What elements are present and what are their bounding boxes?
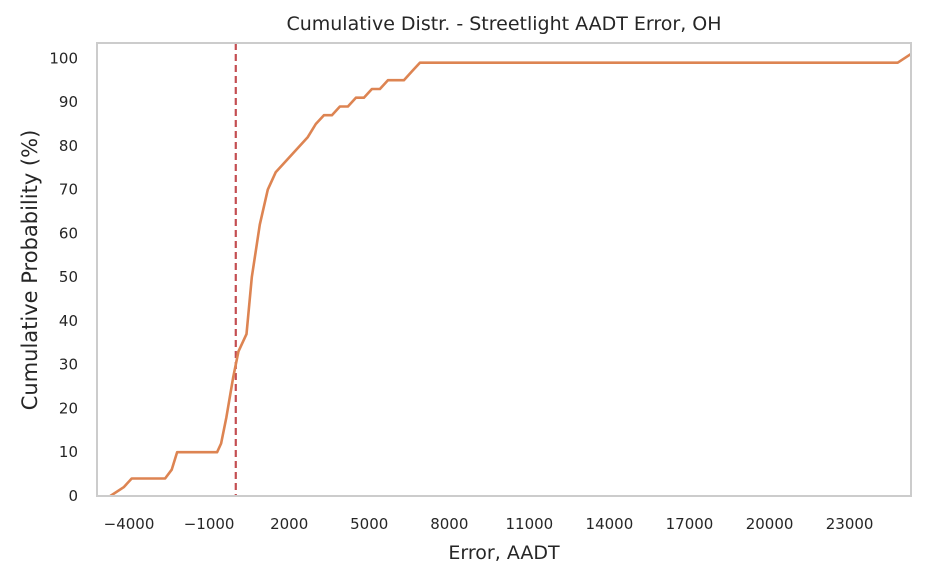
x-tick-label: 5000 — [350, 515, 388, 533]
y-tick-label: 80 — [59, 137, 78, 155]
y-tick-label: 100 — [49, 49, 78, 67]
y-tick-label: 70 — [59, 181, 78, 199]
x-axis-label: Error, AADT — [448, 542, 560, 564]
cdf-series-line — [109, 52, 912, 498]
x-tick-label: 2000 — [270, 515, 308, 533]
chart-title: Cumulative Distr. - Streetlight AADT Err… — [286, 13, 721, 35]
x-tick-label: −1000 — [184, 515, 235, 533]
x-tick-label: 17000 — [666, 515, 714, 533]
y-tick-label: 10 — [59, 443, 78, 461]
x-tick-label: 20000 — [746, 515, 794, 533]
y-axis-label: Cumulative Probability (%) — [18, 130, 42, 411]
y-tick-label: 50 — [59, 268, 78, 286]
y-tick-label: 0 — [68, 487, 78, 505]
y-tick-label: 20 — [59, 399, 78, 417]
x-tick-label: 11000 — [505, 515, 553, 533]
x-tick-label: 8000 — [430, 515, 468, 533]
y-axis-ticks: 0 10 20 30 40 50 60 70 80 90 100 — [49, 49, 78, 505]
y-tick-label: 90 — [59, 93, 78, 111]
x-axis-ticks: −4000 −1000 2000 5000 8000 11000 14000 17000 200… — [104, 515, 874, 533]
y-tick-label: 40 — [59, 312, 78, 330]
y-tick-label: 30 — [59, 356, 78, 374]
y-tick-label: 60 — [59, 224, 78, 242]
x-tick-label: 14000 — [586, 515, 634, 533]
x-tick-label: 23000 — [826, 515, 874, 533]
x-tick-label: −4000 — [104, 515, 155, 533]
series-layer — [109, 52, 912, 498]
plot-frame — [96, 42, 912, 497]
